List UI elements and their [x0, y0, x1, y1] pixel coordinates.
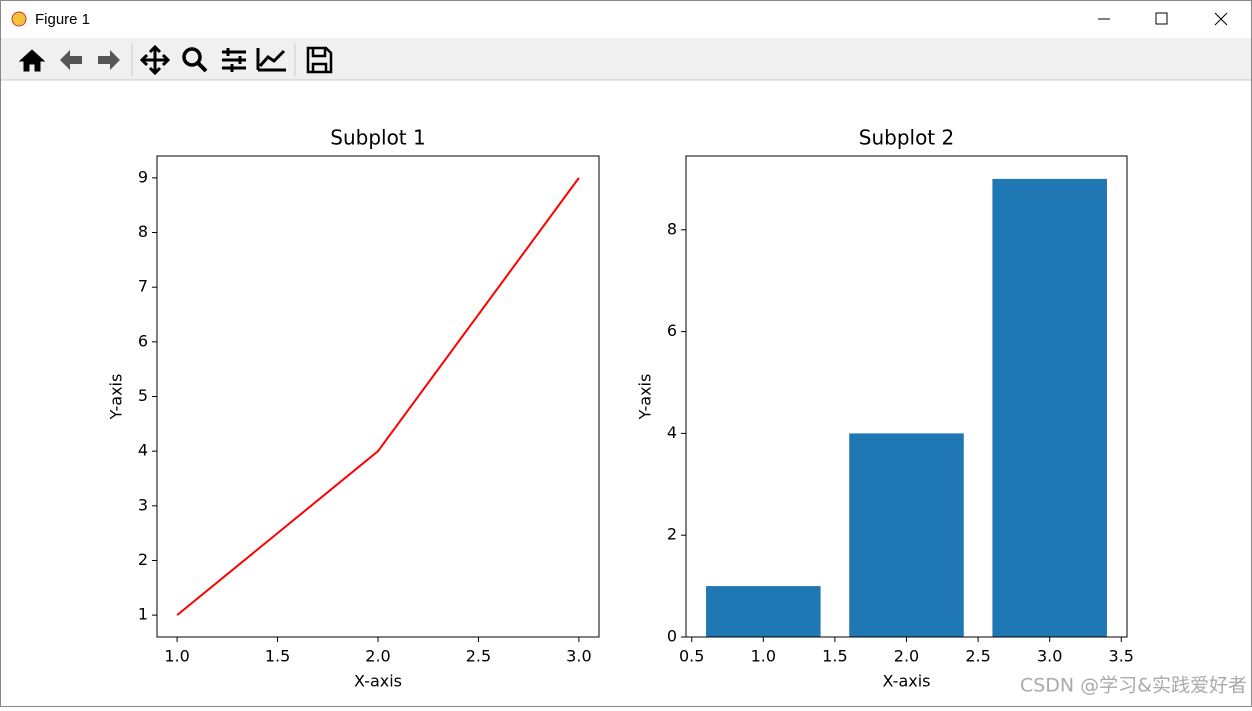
y-axis-label: Y-axis	[107, 374, 126, 421]
app-icon	[11, 11, 27, 27]
forward-button[interactable]	[98, 50, 120, 70]
y-tick-label: 9	[138, 167, 148, 186]
y-tick-label: 5	[138, 386, 148, 405]
x-tick-label: 1.0	[164, 647, 189, 666]
y-tick-label: 2	[138, 550, 148, 569]
close-button[interactable]	[1214, 12, 1228, 26]
title-bar: Figure 1	[11, 11, 1228, 28]
zoom-button[interactable]	[182, 47, 208, 73]
x-tick-label: 1.5	[265, 647, 290, 666]
save-button[interactable]	[306, 46, 333, 74]
bar	[706, 586, 821, 637]
line	[176, 177, 580, 616]
y-tick-label: 7	[138, 277, 148, 296]
y-tick-label: 8	[138, 222, 148, 241]
back-button[interactable]	[60, 50, 82, 70]
window-title: Figure 1	[35, 11, 90, 28]
x-tick-label: 2.0	[894, 647, 919, 666]
bar	[992, 178, 1107, 637]
x-tick-label: 1.0	[751, 647, 776, 666]
x-tick-label: 3.0	[1037, 647, 1062, 666]
y-tick-label: 1	[138, 605, 148, 624]
pan-button[interactable]	[139, 44, 171, 76]
y-tick-label: 4	[138, 441, 148, 460]
y-tick-label: 3	[138, 495, 148, 514]
edit-axis-button[interactable]	[256, 48, 286, 72]
y-axis-label: Y-axis	[636, 374, 655, 421]
chart-title: Subplot 1	[330, 126, 425, 150]
y-tick-label: 2	[667, 525, 677, 544]
x-tick-label: 3.5	[1109, 647, 1134, 666]
x-axis-label: X-axis	[883, 672, 931, 691]
configure-button[interactable]	[222, 48, 246, 72]
x-tick-label: 2.0	[365, 647, 390, 666]
x-tick-label: 0.5	[679, 647, 704, 666]
maximize-button[interactable]	[1155, 12, 1168, 25]
chart-title: Subplot 2	[859, 126, 954, 150]
x-tick-label: 3.0	[566, 647, 591, 666]
y-tick-label: 0	[667, 627, 677, 646]
home-button[interactable]	[18, 49, 46, 72]
x-tick-label: 1.5	[822, 647, 847, 666]
toolbar-icons	[18, 44, 333, 76]
bar	[849, 433, 964, 637]
y-tick-label: 6	[667, 321, 677, 340]
x-tick-label: 2.5	[466, 647, 491, 666]
toolbar	[1, 38, 1251, 80]
x-tick-label: 2.5	[965, 647, 990, 666]
y-tick-label: 8	[667, 219, 677, 238]
x-axis-label: X-axis	[354, 672, 402, 691]
y-tick-label: 6	[138, 331, 148, 350]
watermark: CSDN @学习&实践爱好者	[1020, 675, 1247, 697]
y-tick-label: 4	[667, 423, 677, 442]
